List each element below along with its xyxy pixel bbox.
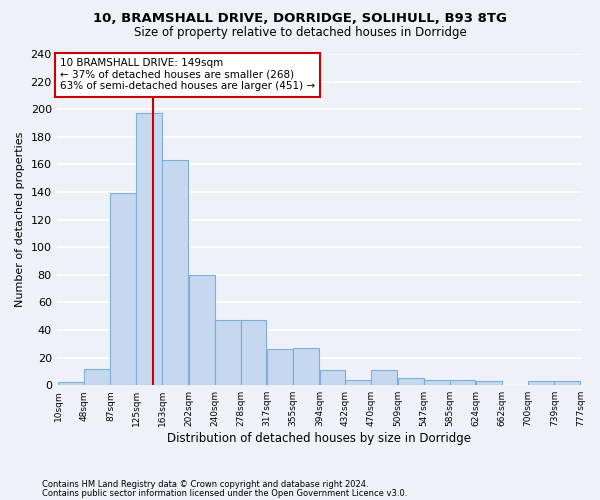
Bar	[241, 320, 266, 385]
Bar	[528, 381, 554, 385]
Bar	[476, 381, 502, 385]
Bar	[371, 370, 397, 385]
Bar	[215, 320, 241, 385]
Bar	[398, 378, 424, 385]
Bar	[320, 370, 346, 385]
Bar	[58, 382, 84, 385]
Text: Size of property relative to detached houses in Dorridge: Size of property relative to detached ho…	[134, 26, 466, 39]
Bar	[554, 381, 580, 385]
Bar	[424, 380, 449, 385]
Text: Contains public sector information licensed under the Open Government Licence v3: Contains public sector information licen…	[42, 488, 407, 498]
Bar	[162, 160, 188, 385]
Bar	[110, 194, 136, 385]
Bar	[346, 380, 371, 385]
Y-axis label: Number of detached properties: Number of detached properties	[15, 132, 25, 308]
Bar	[293, 348, 319, 385]
Bar	[84, 368, 110, 385]
Text: 10 BRAMSHALL DRIVE: 149sqm
← 37% of detached houses are smaller (268)
63% of sem: 10 BRAMSHALL DRIVE: 149sqm ← 37% of deta…	[60, 58, 315, 92]
Text: 10, BRAMSHALL DRIVE, DORRIDGE, SOLIHULL, B93 8TG: 10, BRAMSHALL DRIVE, DORRIDGE, SOLIHULL,…	[93, 12, 507, 26]
Bar	[449, 380, 475, 385]
X-axis label: Distribution of detached houses by size in Dorridge: Distribution of detached houses by size …	[167, 432, 471, 445]
Bar	[189, 275, 215, 385]
Text: Contains HM Land Registry data © Crown copyright and database right 2024.: Contains HM Land Registry data © Crown c…	[42, 480, 368, 489]
Bar	[136, 114, 162, 385]
Bar	[267, 350, 293, 385]
